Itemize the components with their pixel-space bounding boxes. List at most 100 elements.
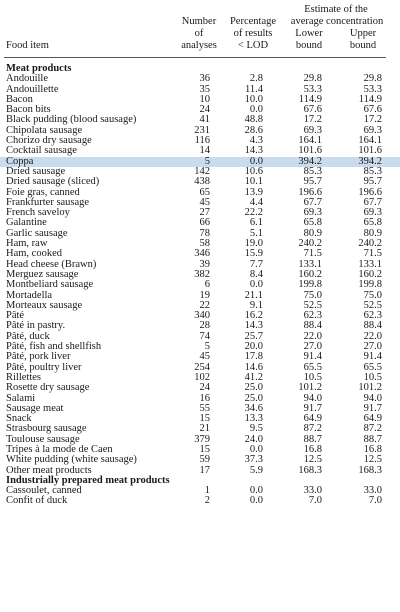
analyses-count: 346 xyxy=(194,248,210,260)
analyses-count: 65 xyxy=(199,186,211,198)
table-row: Ham, cooked 346 15.9 71.5 71.5 xyxy=(0,248,400,260)
section-title: Meat products xyxy=(6,63,72,74)
food-item-name: Confit of duck xyxy=(6,495,68,507)
food-item-name: Dried sausage xyxy=(6,165,66,177)
lower-bound-value: 62.3 xyxy=(303,310,322,322)
percent-below-lod: 25.7 xyxy=(244,330,263,342)
upper-bound-value: 67.6 xyxy=(363,104,382,116)
food-item-name: Strasbourg sausage xyxy=(6,423,87,435)
food-item-name: Pâté, fish and shellfish xyxy=(6,341,102,353)
lower-bound-value: 114.9 xyxy=(298,93,322,105)
upper-bound-value: 80.9 xyxy=(363,227,382,239)
upper-bound-value: 394.2 xyxy=(358,155,382,167)
table-row: Strasbourg sausage 21 9.5 87.2 87.2 xyxy=(0,423,400,435)
upper-bound-value: 133.1 xyxy=(358,258,382,270)
analyses-count: 15 xyxy=(199,413,211,425)
table-row: Foie gras, canned 65 13.9 196.6 196.6 xyxy=(0,186,400,198)
percent-below-lod: 10.6 xyxy=(244,165,263,177)
food-item-name: Pâté, pork liver xyxy=(6,351,71,363)
table-row: Dried sausage 142 10.6 85.3 85.3 xyxy=(0,165,400,177)
table-row: Coppa 5 0.0 394.2 394.2 xyxy=(0,155,400,167)
analyses-count: 41 xyxy=(199,114,211,126)
table-header: Estimate of the Number Percentage averag… xyxy=(0,0,400,56)
lower-bound-value: 160.2 xyxy=(298,268,322,280)
table-row: Garlic sausage 78 5.1 80.9 80.9 xyxy=(0,227,400,239)
percent-below-lod: 24.0 xyxy=(244,433,263,445)
percent-below-lod: 20.0 xyxy=(244,341,263,353)
analyses-count: 58 xyxy=(199,238,211,250)
food-item-name: Pâté xyxy=(6,310,25,322)
upper-bound-value: 12.5 xyxy=(363,454,382,466)
lower-bound-value: 65.8 xyxy=(303,217,322,229)
analyses-count: 1 xyxy=(204,485,210,497)
food-item-name: Bacon xyxy=(6,93,33,105)
analyses-count: 6 xyxy=(204,279,210,291)
analyses-count: 102 xyxy=(194,371,210,383)
food-item-name: Cassoulet, canned xyxy=(6,485,82,497)
food-item-name: Pâté in pastry. xyxy=(6,320,66,332)
lower-bound-value: 88.7 xyxy=(303,433,322,445)
lower-bound-value: 52.5 xyxy=(303,299,322,311)
table-body: Meat products Andouille 36 2.8 29.8 29.8 Andou… xyxy=(0,63,400,507)
table-row: Andouille 36 2.8 29.8 29.8 xyxy=(0,73,400,85)
upper-bound-value: 16.8 xyxy=(363,443,382,455)
lower-bound-value: 88.4 xyxy=(303,320,322,332)
analyses-count: 21 xyxy=(199,423,211,435)
table-row: Pâté, duck 74 25.7 22.0 22.0 xyxy=(0,330,400,342)
lower-bound-value: 168.3 xyxy=(298,464,322,476)
percent-below-lod: 10.0 xyxy=(244,93,263,105)
upper-bound-value: 75.0 xyxy=(363,289,382,301)
upper-bound-value: 196.6 xyxy=(358,186,382,198)
percent-below-lod: 13.3 xyxy=(244,413,263,425)
analyses-count: 15 xyxy=(199,443,211,455)
food-item-name: Andouillette xyxy=(6,83,59,95)
upper-bound-value: 65.8 xyxy=(363,217,382,229)
upper-bound-value: 7.0 xyxy=(368,495,382,507)
lower-bound-value: 394.2 xyxy=(298,155,322,167)
lower-bound-value: 95.7 xyxy=(303,176,322,188)
percent-below-lod: 15.9 xyxy=(244,248,263,260)
lower-bound-header-line2: bound xyxy=(295,40,323,51)
lower-bound-value: 240.2 xyxy=(298,238,322,250)
lower-bound-header-line1: Lower xyxy=(295,28,323,39)
analyses-count: 45 xyxy=(199,196,211,208)
lower-bound-value: 22.0 xyxy=(303,330,322,342)
food-item-name: Ham, cooked xyxy=(6,248,62,260)
table-row: Other meat products 17 5.9 168.3 168.3 xyxy=(0,464,400,476)
analyses-count: 254 xyxy=(194,361,210,373)
table-row: Snack 15 13.3 64.9 64.9 xyxy=(0,413,400,425)
lower-bound-value: 80.9 xyxy=(303,227,322,239)
percent-below-lod: 19.0 xyxy=(244,238,263,250)
food-item-name: Dried sausage (sliced) xyxy=(6,176,100,188)
upper-bound-value: 29.8 xyxy=(363,73,382,85)
table-row: Pâté, pork liver 45 17.8 91.4 91.4 xyxy=(0,351,400,363)
upper-bound-value: 91.7 xyxy=(363,402,382,414)
lower-bound-value: 17.2 xyxy=(303,114,322,126)
percent-below-lod: 41.2 xyxy=(244,371,263,383)
analyses-count: 116 xyxy=(194,135,210,147)
upper-bound-value: 17.2 xyxy=(363,114,382,126)
analyses-count: 36 xyxy=(199,73,211,85)
percent-below-lod: 25.0 xyxy=(244,392,263,404)
upper-bound-value: 64.9 xyxy=(363,413,382,425)
analyses-count: 438 xyxy=(194,176,210,188)
table-row: Cocktail sausage 14 14.3 101.6 101.6 xyxy=(0,145,400,157)
percentage-header-line2: of results xyxy=(233,28,273,39)
percent-below-lod: 9.1 xyxy=(249,299,263,311)
percent-below-lod: 14.3 xyxy=(244,145,263,157)
table-row: Merguez sausage 382 8.4 160.2 160.2 xyxy=(0,268,400,280)
upper-bound-value: 168.3 xyxy=(358,464,382,476)
percent-below-lod: 0.0 xyxy=(249,155,263,167)
table-row: French saveloy 27 22.2 69.3 69.3 xyxy=(0,207,400,218)
percent-below-lod: 0.0 xyxy=(249,495,263,507)
table-row: Rosette dry sausage 24 25.0 101.2 101.2 xyxy=(0,382,400,393)
table-row: Pâté 340 16.2 62.3 62.3 xyxy=(0,310,400,322)
food-item-name: Pâté, poultry liver xyxy=(6,361,82,373)
analyses-count: 66 xyxy=(199,217,211,229)
analyses-count: 379 xyxy=(194,433,210,445)
percent-below-lod: 0.0 xyxy=(249,443,263,455)
percent-below-lod: 21.1 xyxy=(244,289,263,301)
food-item-name: Morteaux sausage xyxy=(6,299,83,311)
percent-below-lod: 13.9 xyxy=(244,186,263,198)
section-header-row: Meat products xyxy=(0,63,400,74)
